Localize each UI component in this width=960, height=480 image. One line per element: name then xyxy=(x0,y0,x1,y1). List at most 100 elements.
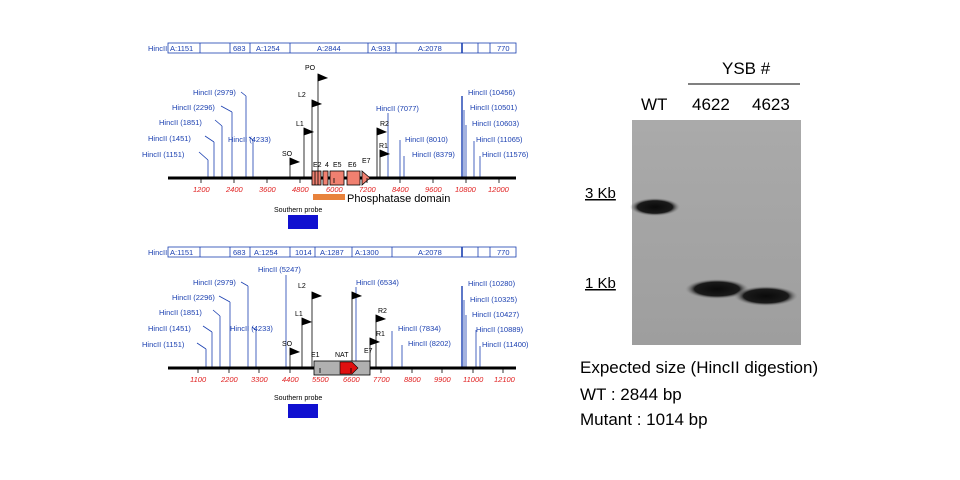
mutant-bar-label: A:1287 xyxy=(320,248,344,257)
wt-primer-label: PO xyxy=(305,65,316,72)
wt-primer-label: R2 xyxy=(380,121,389,128)
wt-sites-right xyxy=(461,96,481,178)
wt-bar-label: A:2078 xyxy=(418,44,442,53)
blot-membrane xyxy=(632,120,801,345)
wt-site-label: HincII (2979) xyxy=(193,88,236,97)
wt-southern-probe xyxy=(288,215,318,229)
wt-axis-ticks xyxy=(200,178,500,183)
mutant-primers xyxy=(289,291,387,368)
mutant-site-label: HincII (10280) xyxy=(468,279,516,288)
blot-lane-label: WT xyxy=(641,95,667,114)
wt-site-label: HincII (11576) xyxy=(482,150,529,159)
mutant-site-label: HincII (11400) xyxy=(482,340,529,349)
mutant-tick-label: 12100 xyxy=(494,375,516,384)
wt-phosphatase-domain xyxy=(313,194,345,200)
wt-site-label: HincII (10501) xyxy=(470,103,518,112)
wt-tick-label: 1200 xyxy=(193,185,211,194)
wt-site-label: HincII (1851) xyxy=(159,118,202,127)
mutant-sites-right-mid xyxy=(355,287,403,368)
mutant-bar-label: A:1151 xyxy=(170,248,193,257)
mutant-bar-label: A:1300 xyxy=(355,248,379,257)
mutant-probe-label: Southern probe xyxy=(274,395,322,402)
blot-lane-label: 4623 xyxy=(752,95,790,114)
wt-site-label: HincII (7077) xyxy=(376,104,419,113)
wt-tick-label: 9600 xyxy=(425,185,443,194)
mutant-map: HincII A:1151 683 A:1254 1014 A:1287 A:1… xyxy=(142,246,529,418)
wt-probe-label: Southern probe xyxy=(274,207,322,214)
wt-tick-label: 12000 xyxy=(488,185,510,194)
wt-exon-label: E2 xyxy=(313,162,322,169)
wt-bar-label: 770 xyxy=(497,44,510,53)
mutant-sites-right xyxy=(461,286,481,368)
expected-title: Expected size (HincII digestion) xyxy=(580,358,818,377)
wt-tick-label: 10800 xyxy=(455,185,477,194)
mutant-bar-label: 770 xyxy=(497,248,510,257)
wt-site-label: HincII (1451) xyxy=(148,134,191,143)
wt-bar-label: A:933 xyxy=(371,44,391,53)
wt-map: HincII A:1151 683 A:1254 A:2844 A:933 A:… xyxy=(142,42,529,229)
mutant-tick-label: 4400 xyxy=(282,375,300,384)
mutant-tick-label: 8800 xyxy=(404,375,422,384)
wt-bar-label: 683 xyxy=(233,44,246,53)
mutant-fragment-bar xyxy=(167,246,517,258)
mutant-tick-label: 6600 xyxy=(343,375,361,384)
wt-exon-label: E5 xyxy=(333,162,342,169)
blot-band-wt xyxy=(630,198,680,216)
mutant-exon-label: E7 xyxy=(364,348,373,355)
wt-bar-label: A:2844 xyxy=(317,44,341,53)
wt-primer-label: R1 xyxy=(379,143,388,150)
wt-site-label: HincII (8010) xyxy=(405,135,448,144)
wt-exons xyxy=(311,170,371,186)
wt-sites-left xyxy=(198,91,254,178)
wt-site-label: HincII (4233) xyxy=(228,135,271,144)
mutant-bar-label: 683 xyxy=(233,248,246,257)
mutant-tick-label: 2200 xyxy=(220,375,239,384)
mutant-tick-label: 5500 xyxy=(312,375,330,384)
wt-bar-label: A:1254 xyxy=(256,44,280,53)
mutant-primer-label: L2 xyxy=(298,283,306,290)
blot-marker-label: 1 Kb xyxy=(585,275,616,292)
mutant-bar-label: HincII xyxy=(148,248,167,257)
wt-primer-label: L1 xyxy=(296,121,304,128)
wt-site-label: HincII (11065) xyxy=(476,135,523,144)
expected-wt: WT : 2844 bp xyxy=(580,385,682,404)
wt-site-label: HincII (10603) xyxy=(472,119,520,128)
mutant-site-label: HincII (8202) xyxy=(408,339,451,348)
mutant-tick-label: 11000 xyxy=(463,375,484,384)
expected-sizes: Expected size (HincII digestion) WT : 28… xyxy=(580,358,818,429)
mutant-nat-cassette xyxy=(313,360,371,376)
mutant-site-label: HincII (5247) xyxy=(258,265,301,274)
wt-fragment-bar xyxy=(167,42,517,54)
wt-site-label: HincII (2296) xyxy=(172,103,215,112)
mutant-site-label: HincII (10427) xyxy=(472,310,520,319)
blot-group-label: YSB # xyxy=(722,59,771,78)
mutant-site-label: HincII (6534) xyxy=(356,278,399,287)
mutant-tick-label: 7700 xyxy=(373,375,391,384)
blot-band-4622 xyxy=(685,279,749,299)
wt-domain-label: Phosphatase domain xyxy=(347,193,450,205)
mutant-site-label: HincII (10889) xyxy=(476,325,524,334)
mutant-tick-label: 1100 xyxy=(190,375,207,384)
wt-primer-label: L2 xyxy=(298,92,306,99)
mutant-site-label: HincII (1451) xyxy=(148,324,191,333)
wt-tick-label: 2400 xyxy=(225,185,244,194)
wt-exon-label: E6 xyxy=(348,162,357,169)
mutant-tick-label: 3300 xyxy=(251,375,269,384)
wt-sites-right-mid xyxy=(387,113,405,178)
wt-site-label: HincII (1151) xyxy=(142,150,185,159)
mutant-exon-label: E1 xyxy=(311,352,320,359)
southern-blot: YSB # WT 4622 4623 3 Kb 1 Kb xyxy=(585,59,801,345)
wt-tick-label: 3600 xyxy=(259,185,277,194)
mutant-sites-left xyxy=(196,275,287,368)
wt-exon-label: 4 xyxy=(325,162,329,169)
mutant-bar-label: A:2078 xyxy=(418,248,442,257)
mutant-site-label: HincII (2296) xyxy=(172,293,215,302)
wt-bar-label: HincII xyxy=(148,44,167,53)
mutant-site-label: HincII (4233) xyxy=(230,324,273,333)
mutant-primer-label: R1 xyxy=(376,331,385,338)
wt-exon-label: E7 xyxy=(362,158,371,165)
mutant-southern-probe xyxy=(288,404,318,418)
mutant-exon-label: NAT xyxy=(335,352,349,359)
wt-primer-label: SO xyxy=(282,151,293,158)
